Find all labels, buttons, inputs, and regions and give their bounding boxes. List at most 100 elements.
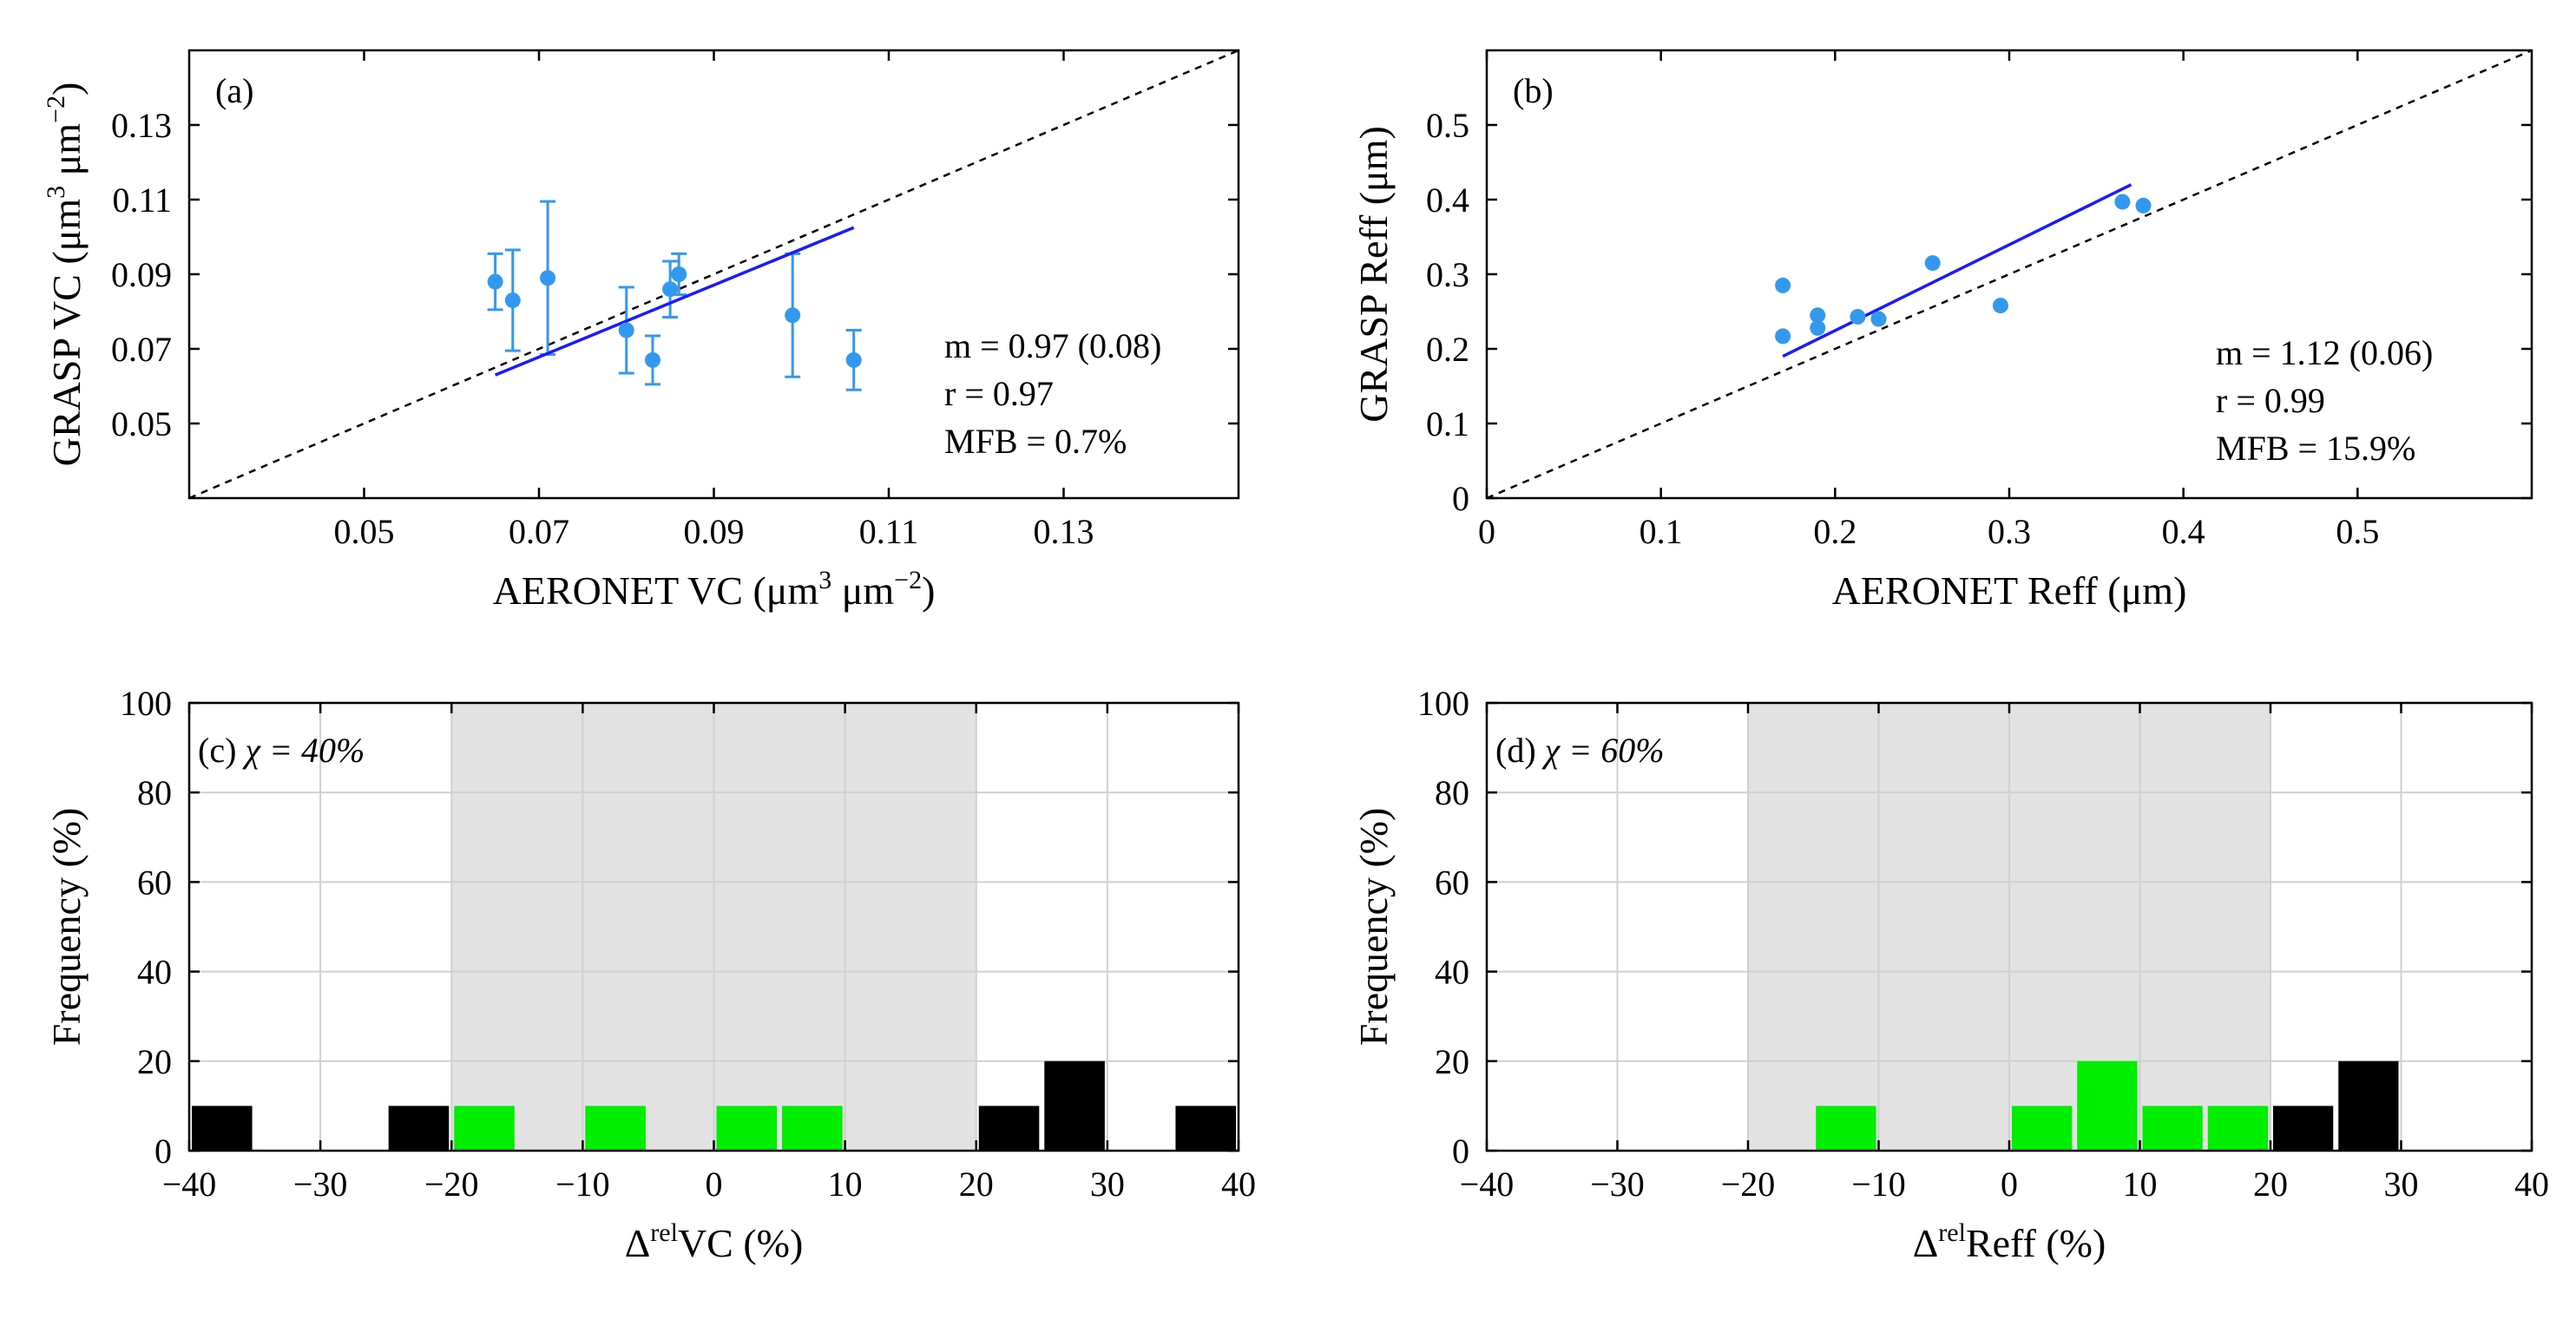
histogram-bar bbox=[2077, 1060, 2138, 1151]
panel-b: m = 1.12 (0.06) r = 0.99 MFB = 15.9% (b) 0 0.… bbox=[1351, 49, 2533, 613]
data-point bbox=[1810, 307, 1826, 324]
panel-label: (b) bbox=[1513, 71, 1554, 110]
y-tick-label: 40 bbox=[1435, 953, 1469, 992]
histogram-bar bbox=[388, 1106, 450, 1151]
x-tick-label: 0.2 bbox=[1813, 512, 1856, 551]
one-to-one-line bbox=[188, 49, 1239, 500]
data-point bbox=[487, 273, 503, 290]
data-point bbox=[1810, 319, 1826, 336]
panel-c: (c) χ = 40% −40 −30 −20 −10 0 10 20 30 40 0 20 40 60 8… bbox=[44, 684, 1256, 1265]
histogram-bar bbox=[1175, 1106, 1236, 1151]
x-tick-label: 0.3 bbox=[1988, 512, 2031, 551]
y-tick-label: 0.13 bbox=[111, 106, 172, 145]
y-tick-label: 20 bbox=[137, 1042, 172, 1081]
x-tick-label: 0 bbox=[2001, 1165, 2018, 1204]
y-tick-label: 0.2 bbox=[1426, 330, 1469, 369]
stat-text: m = 0.97 (0.08) bbox=[944, 326, 1161, 365]
y-tick-label: 0.05 bbox=[111, 404, 172, 443]
data-point bbox=[1924, 255, 1941, 272]
panel-label: (d) χ = 60% bbox=[1495, 731, 1665, 770]
stat-text: MFB = 0.7% bbox=[944, 422, 1127, 461]
x-tick-label: 0.13 bbox=[1034, 512, 1094, 551]
x-tick-label: 0 bbox=[706, 1165, 723, 1204]
x-tick-label: 0.09 bbox=[684, 512, 745, 551]
x-tick-label: 0 bbox=[1478, 512, 1495, 551]
histogram-bar bbox=[192, 1106, 253, 1151]
data-point bbox=[845, 351, 862, 368]
y-tick-label: 80 bbox=[137, 773, 172, 812]
panel-d: (d) χ = 60% −40 −30 −20 −10 0 10 20 30 40 0 20 40 60 8… bbox=[1351, 684, 2549, 1265]
y-tick-label: 40 bbox=[137, 953, 172, 992]
x-tick-label: −40 bbox=[1460, 1165, 1515, 1204]
x-tick-label: 20 bbox=[2253, 1165, 2288, 1204]
x-tick-label: −10 bbox=[1851, 1165, 1906, 1204]
histogram-bar bbox=[2012, 1106, 2073, 1151]
y-tick-label: 0.1 bbox=[1426, 404, 1469, 443]
stat-text: r = 0.97 bbox=[944, 374, 1054, 413]
data-point bbox=[1992, 298, 2008, 314]
y-tick-label: 60 bbox=[137, 863, 172, 902]
y-tick-label: 0.3 bbox=[1426, 255, 1469, 294]
data-point bbox=[1850, 309, 1866, 325]
x-axis-label: ΔrelReff (%) bbox=[1913, 1218, 2106, 1265]
x-tick-label: −10 bbox=[555, 1165, 610, 1204]
histogram-bar bbox=[2338, 1060, 2399, 1151]
x-tick-label: 0.1 bbox=[1640, 512, 1683, 551]
y-axis-label: GRASP VC (μm3 μm−2) bbox=[42, 82, 89, 467]
panel-a: m = 0.97 (0.08) r = 0.97 MFB = 0.7% (a) 0.05… bbox=[42, 49, 1240, 613]
stat-text: r = 0.99 bbox=[2216, 381, 2325, 420]
stat-text: MFB = 15.9% bbox=[2216, 429, 2415, 468]
data-point bbox=[618, 322, 634, 338]
x-tick-label: 10 bbox=[828, 1165, 863, 1204]
y-tick-label: 100 bbox=[120, 684, 172, 723]
regression-line bbox=[494, 226, 855, 377]
x-tick-label: 20 bbox=[959, 1165, 994, 1204]
data-point bbox=[504, 292, 521, 309]
x-axis-label: ΔrelVC (%) bbox=[625, 1218, 804, 1265]
histogram-bar bbox=[454, 1106, 515, 1151]
x-tick-label: 0.11 bbox=[859, 512, 919, 551]
histogram-bar bbox=[2142, 1106, 2203, 1151]
x-tick-label: 40 bbox=[2514, 1165, 2549, 1204]
x-tick-label: 30 bbox=[2384, 1165, 2419, 1204]
y-tick-label: 0.11 bbox=[112, 181, 172, 220]
data-point bbox=[785, 307, 801, 324]
y-axis-label: GRASP Reff (μm) bbox=[1351, 126, 1396, 423]
y-tick-label: 100 bbox=[1417, 684, 1469, 723]
y-tick-label: 0 bbox=[1452, 479, 1469, 518]
data-point bbox=[1870, 311, 1887, 327]
y-tick-label: 0.07 bbox=[111, 330, 172, 369]
x-tick-label: 30 bbox=[1090, 1165, 1125, 1204]
stat-text: m = 1.12 (0.06) bbox=[2216, 333, 2433, 372]
data-point bbox=[2114, 194, 2131, 210]
x-tick-label: −40 bbox=[162, 1165, 217, 1204]
x-tick-label: 0.05 bbox=[334, 512, 395, 551]
histogram-bar bbox=[1044, 1060, 1105, 1151]
data-point bbox=[644, 351, 660, 368]
histogram-bar bbox=[2207, 1106, 2268, 1151]
data-point bbox=[671, 266, 687, 282]
panel-label: (c) χ = 40% bbox=[198, 731, 365, 770]
x-tick-label: −20 bbox=[424, 1165, 479, 1204]
x-tick-label: 40 bbox=[1221, 1165, 1256, 1204]
panel-label: (a) bbox=[215, 71, 253, 110]
histogram-bar bbox=[782, 1106, 843, 1151]
y-tick-label: 0 bbox=[154, 1132, 172, 1171]
y-tick-label: 0.4 bbox=[1426, 181, 1469, 220]
histogram-bar bbox=[585, 1106, 646, 1151]
y-tick-label: 80 bbox=[1435, 773, 1469, 812]
data-point bbox=[1775, 328, 1791, 345]
x-tick-label: −20 bbox=[1721, 1165, 1776, 1204]
y-tick-label: 60 bbox=[1435, 863, 1469, 902]
y-tick-label: 0.09 bbox=[111, 255, 172, 294]
x-tick-label: 10 bbox=[2123, 1165, 2158, 1204]
data-point bbox=[540, 270, 556, 286]
histogram-bar bbox=[716, 1106, 778, 1151]
y-tick-label: 20 bbox=[1435, 1042, 1469, 1081]
histogram-bar bbox=[978, 1106, 1040, 1151]
x-tick-label: 0.4 bbox=[2162, 512, 2205, 551]
x-axis-label: AERONET Reff (μm) bbox=[1832, 568, 2187, 613]
x-tick-label: 0.5 bbox=[2336, 512, 2379, 551]
regression-line bbox=[1782, 183, 2132, 358]
